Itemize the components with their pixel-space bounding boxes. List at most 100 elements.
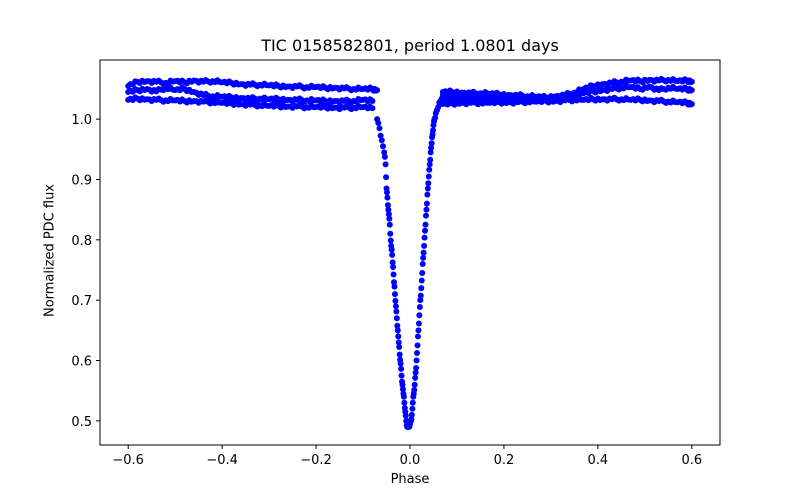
data-point <box>413 357 420 364</box>
data-point <box>393 315 400 322</box>
data-point <box>422 227 429 234</box>
data-point <box>386 221 393 228</box>
data-point <box>688 101 695 108</box>
data-point <box>394 327 401 334</box>
data-point <box>425 180 432 187</box>
data-point <box>421 242 428 249</box>
data-point <box>401 399 408 406</box>
data-point <box>419 261 426 268</box>
data-point <box>408 411 415 418</box>
data-point <box>394 322 401 329</box>
data-point <box>420 254 427 261</box>
y-tick-label: 0.6 <box>71 355 92 370</box>
data-point <box>425 173 432 180</box>
data-points <box>125 75 695 430</box>
data-point <box>432 114 439 121</box>
data-point <box>422 221 429 228</box>
data-point <box>426 161 433 168</box>
data-point <box>688 78 695 85</box>
data-point <box>415 327 422 334</box>
data-point <box>408 416 415 423</box>
data-point <box>420 249 427 256</box>
data-point <box>417 297 424 304</box>
y-tick-label: 0.7 <box>71 294 92 309</box>
x-tick-label: 0.4 <box>588 453 609 468</box>
x-tick-label: −0.6 <box>112 453 144 468</box>
data-point <box>396 351 403 358</box>
axes-frame <box>99 59 721 446</box>
data-point <box>377 132 384 139</box>
data-point <box>384 202 391 209</box>
data-point <box>393 308 400 315</box>
data-point <box>412 374 419 381</box>
data-point <box>397 360 404 367</box>
data-point <box>418 285 425 292</box>
data-point <box>409 405 416 412</box>
data-point <box>399 386 406 393</box>
data-point <box>421 234 428 241</box>
data-point <box>411 386 418 393</box>
data-point <box>414 333 421 340</box>
data-point <box>395 333 402 340</box>
data-point <box>424 185 431 192</box>
data-point <box>417 292 424 299</box>
data-point <box>424 191 431 198</box>
data-point <box>389 251 396 258</box>
data-point <box>378 137 385 144</box>
data-point <box>381 153 388 160</box>
y-tick-label: 0.5 <box>71 415 92 430</box>
data-point <box>391 283 398 290</box>
data-point <box>418 277 425 284</box>
x-tick-label: −0.2 <box>300 453 332 468</box>
data-point <box>391 279 398 286</box>
data-point <box>399 381 406 388</box>
x-tick-label: 0.0 <box>400 453 421 468</box>
x-axis-label: Phase <box>390 472 430 487</box>
data-point <box>414 349 421 356</box>
data-point <box>385 211 392 218</box>
x-tick-label: 0.2 <box>494 453 515 468</box>
data-point <box>385 206 392 213</box>
data-point <box>427 149 434 156</box>
data-point <box>384 194 391 201</box>
data-point <box>416 303 423 310</box>
data-point <box>388 246 395 253</box>
data-point <box>379 143 386 150</box>
data-point <box>413 365 420 371</box>
chart-title: TIC 0158582801, period 1.0801 days <box>261 36 559 55</box>
data-point <box>430 127 437 134</box>
data-point <box>391 291 398 298</box>
data-point <box>390 271 397 278</box>
data-point <box>395 339 402 346</box>
y-tick-label: 0.9 <box>71 173 92 188</box>
data-point <box>376 125 383 132</box>
data-point <box>427 156 434 163</box>
data-point <box>369 105 376 112</box>
data-point <box>416 312 423 319</box>
data-point <box>386 215 393 222</box>
data-point <box>398 372 405 379</box>
data-point <box>415 320 422 327</box>
data-point <box>383 174 390 181</box>
data-point <box>402 412 409 419</box>
y-tick-label: 0.8 <box>71 234 92 249</box>
data-point <box>423 206 430 213</box>
data-point <box>374 87 381 94</box>
data-point <box>411 381 418 388</box>
data-point <box>409 399 416 406</box>
data-point <box>389 259 396 266</box>
data-point <box>426 166 433 173</box>
data-point <box>387 237 394 244</box>
data-point <box>369 98 376 105</box>
data-point <box>419 270 426 277</box>
data-point <box>423 200 430 207</box>
data-point <box>382 161 389 168</box>
x-tick-label: −0.4 <box>206 453 238 468</box>
x-axis-ticks: −0.6 −0.4 −0.2 0.0 0.2 0.4 0.6 <box>112 445 702 468</box>
data-point <box>396 344 403 350</box>
data-point <box>414 342 421 349</box>
data-point <box>381 149 388 156</box>
data-point <box>412 369 419 376</box>
data-point <box>383 189 390 196</box>
